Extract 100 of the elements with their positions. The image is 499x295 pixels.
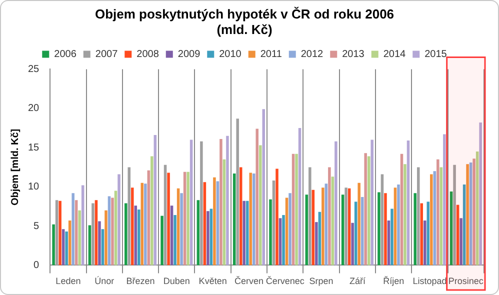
bar	[92, 203, 94, 266]
y-tick-label: 10	[28, 182, 40, 193]
bar	[394, 188, 397, 266]
bar	[174, 215, 176, 266]
bar	[476, 152, 479, 266]
bar	[68, 220, 72, 266]
bar	[436, 159, 440, 266]
y-tick-label: 25	[28, 64, 40, 75]
bar	[308, 167, 312, 266]
bar	[420, 203, 424, 266]
legend-label: 2014	[383, 48, 406, 60]
bar	[380, 174, 384, 266]
bar	[62, 229, 65, 266]
bar	[400, 154, 404, 266]
bar	[140, 182, 144, 266]
bar	[298, 128, 302, 266]
bar	[328, 167, 331, 266]
bar	[278, 218, 282, 266]
y-tick-label: 20	[28, 103, 40, 114]
legend-label: 2010	[219, 48, 242, 60]
chart-title: Objem poskytnutých hypoték v ČR od roku 2006 (mld. Kč)	[94, 6, 394, 37]
legend-label: 2013	[342, 48, 365, 60]
bar	[479, 122, 482, 266]
bar	[387, 220, 390, 266]
bar	[256, 128, 258, 266]
bar	[55, 200, 58, 266]
legend-label: 2008	[136, 48, 160, 60]
x-tick-label: Srpen	[309, 276, 334, 286]
legend-label: 2009	[178, 48, 201, 60]
bar	[170, 206, 174, 266]
x-tick-label: Červen	[234, 276, 264, 286]
bar	[114, 190, 118, 266]
bar	[397, 184, 400, 266]
bar	[200, 141, 203, 266]
bar	[262, 109, 266, 266]
bar	[222, 159, 226, 266]
bar	[285, 198, 288, 266]
x-tick-label: Říjen	[383, 276, 404, 286]
bar	[295, 154, 298, 266]
bar	[258, 145, 262, 266]
legend-label: 2006	[54, 48, 77, 60]
bar	[164, 164, 167, 266]
bar	[252, 173, 256, 266]
bar	[98, 221, 101, 266]
bar	[94, 200, 98, 266]
legend-label: 2007	[95, 48, 118, 60]
bar	[206, 211, 210, 266]
bar	[160, 216, 164, 266]
bar	[367, 156, 370, 266]
y-tick-label: 5	[34, 220, 40, 232]
bar	[318, 212, 322, 266]
bar	[203, 182, 206, 266]
bar	[104, 210, 108, 266]
bar	[288, 193, 292, 266]
x-tick-label: Květen	[198, 276, 227, 286]
bar	[472, 158, 476, 266]
bar	[331, 176, 334, 266]
bar	[358, 182, 360, 266]
bar	[210, 208, 213, 266]
bar	[154, 135, 157, 266]
bar	[272, 180, 276, 266]
bar	[128, 167, 131, 266]
bar	[213, 177, 216, 266]
bar	[312, 190, 315, 266]
bar	[176, 188, 180, 266]
bar	[360, 196, 364, 266]
bar	[406, 140, 410, 266]
bar	[466, 164, 469, 266]
bar	[216, 181, 220, 266]
bar	[78, 210, 81, 266]
bar	[364, 153, 367, 266]
bar	[305, 194, 308, 266]
bar	[147, 170, 150, 266]
bar	[130, 188, 134, 266]
bar	[101, 229, 104, 266]
bar	[351, 222, 354, 266]
bar	[196, 200, 200, 266]
bar	[378, 192, 380, 266]
bar	[282, 215, 285, 266]
bar	[453, 164, 456, 266]
bar	[440, 167, 443, 266]
bar	[111, 198, 114, 266]
bar	[344, 188, 348, 266]
bar	[180, 193, 183, 266]
bar	[226, 136, 229, 266]
y-tick-label: 15	[28, 142, 40, 154]
bar	[354, 202, 358, 266]
bar	[433, 171, 436, 266]
x-tick-label: Prosinec	[448, 276, 484, 286]
bar	[424, 220, 426, 266]
bar	[460, 218, 462, 266]
bar	[65, 231, 68, 266]
y-axis-title: Objem [mld. Kč]	[10, 128, 21, 206]
bar	[370, 140, 374, 266]
legend-label: 2011	[260, 48, 282, 60]
bar	[150, 156, 154, 266]
bar	[81, 185, 84, 266]
x-tick-label: Duben	[163, 276, 190, 286]
bar	[426, 202, 430, 266]
x-tick-label: Březen	[126, 276, 155, 286]
